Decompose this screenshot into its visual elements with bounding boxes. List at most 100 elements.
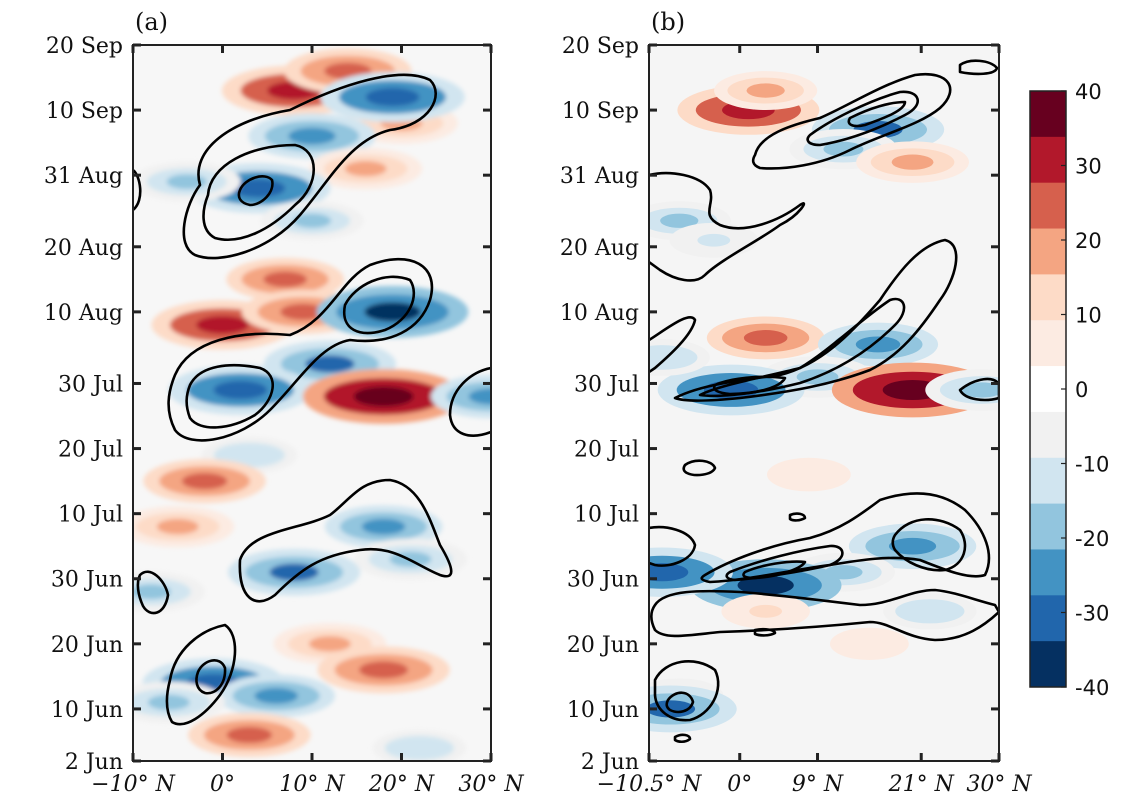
x-tick-label: 0° [727,772,752,797]
colorbar-segment [1030,503,1066,550]
contour-b-16 [649,588,999,642]
contour-b-9 [649,316,697,374]
contour-b-5 [958,59,999,76]
y-tick-label: 30 Jun [567,568,639,593]
colorbar-segment [1030,411,1066,459]
y-tick-label: 20 Jul [58,438,123,463]
colorbar-tick-label: 40 [1075,80,1102,104]
field-blob-core [213,380,268,400]
contour-b-21 [673,733,692,744]
colorbar-segment [1030,457,1066,505]
colorbar-segment [1030,641,1066,688]
colorbar-tick-label: 0 [1075,378,1088,402]
colorbar-segment [1030,274,1066,321]
x-tick-label: 20° N [368,772,435,797]
colorbar-tick-label: 20 [1075,229,1102,253]
colorbar-tick-label: -30 [1075,602,1109,626]
field-blob-core [746,83,785,98]
colorbar: 40 30 20 10 0 -10 -20 -30 -40 [1029,80,1109,700]
field-blob-core [737,575,794,595]
y-tick-label: 20 Sep [562,34,639,59]
contour-a-10 [136,570,170,615]
field-blob-core [156,519,199,535]
y-tick-label: 30 Jul [58,372,123,397]
colorbar-tick-label: -10 [1075,453,1109,477]
field-blob-core [749,604,783,618]
contour-a-1 [182,73,437,260]
contour-b-1 [751,72,952,170]
field-blob-core [660,213,699,228]
contour-b-13 [742,560,807,580]
contour-a-4 [133,168,142,211]
panel-b: 20 Sep 10 Sep 31 Aug 20 Aug 10 Aug 30 Jul 20 J… [560,8,1033,797]
field-blob-core [288,127,336,145]
colorbar-segment [1030,228,1066,275]
y-tick-label: 20 Jul [574,438,639,463]
contour-b-14 [891,518,967,572]
panel-a: 20 Sep 10 Sep 31 Aug 20 Aug 10 Aug 30 Jul 20 J… [44,8,525,797]
y-tick-label: 31 Aug [44,164,123,189]
panel-b-axes: 20 Sep 10 Sep 31 Aug 20 Aug 10 Aug 30 Jul 20 J… [560,34,1033,797]
contour-b-2 [806,90,919,147]
field-blob-core [649,700,696,718]
y-tick-label: 10 Jul [58,503,123,528]
contour-a-6 [185,363,275,429]
contour-a-12 [195,659,227,695]
colorbar-segment [1030,182,1066,230]
y-tick-label: 30 Jun [51,568,123,593]
contour-b-10 [958,377,999,402]
colorbar-segment [1030,136,1066,184]
contour-a-9 [238,478,453,603]
y-tick-label: 10 Aug [44,301,123,326]
contour-a-5 [167,257,434,442]
contour-a-11 [165,623,237,726]
field-blob-core [365,87,420,107]
field-blob-core [309,636,351,652]
colorbar-tick-label: 10 [1075,304,1102,328]
contour-b-19 [682,459,717,477]
y-tick-label: 20 Sep [46,34,123,59]
panel-b-label: (b) [651,8,685,36]
contour-b-18 [665,691,695,714]
y-tick-label: 20 Jun [51,633,123,658]
field-blob-core [468,388,491,405]
field-blob-core [888,537,937,555]
field-blob-core [292,213,332,228]
y-tick-label: 31 Aug [560,164,639,189]
x-tick-label: −10° N [91,772,175,797]
y-tick-label: 20 Jun [567,633,639,658]
contour-a-3 [237,175,274,207]
panel-a-label: (a) [135,8,168,36]
y-tick-label: 10 Sep [562,99,639,124]
field-blob-core [793,468,825,481]
field-blob-core [912,604,948,618]
x-tick-label: 0° [210,772,235,797]
y-tick-label: 2 Jun [581,750,639,775]
panel-a-contours [133,73,491,726]
contour-b-22 [788,512,807,522]
contour-a-2 [202,143,316,241]
field-blob-core [263,271,307,288]
field-blob-core [649,563,689,582]
panel-a-axes: 20 Sep 10 Sep 31 Aug 20 Aug 10 Aug 30 Jul 20 J… [44,34,525,797]
field-blob-core [359,661,409,679]
colorbar-tick-label: -20 [1075,527,1109,551]
y-tick-label: 30 Jul [574,372,639,397]
contour-b-6 [673,238,958,402]
field-blob-core [743,330,788,346]
x-tick-label: 30° N [966,772,1032,797]
field-blob-core [823,141,864,157]
contour-b-8 [712,375,787,396]
colorbar-segment [1030,366,1066,413]
field-blob-core [231,448,268,462]
contour-a-7 [342,275,416,335]
colorbar-tick-label: 30 [1075,155,1102,179]
y-tick-label: 10 Jul [574,503,639,528]
y-tick-label: 20 Aug [560,236,639,261]
contour-b-4 [649,171,806,282]
panel-b-contours [649,59,999,744]
colorbar-tick-label: -40 [1075,676,1109,700]
field-blob-core [361,518,406,535]
field-blob-core [166,174,207,190]
